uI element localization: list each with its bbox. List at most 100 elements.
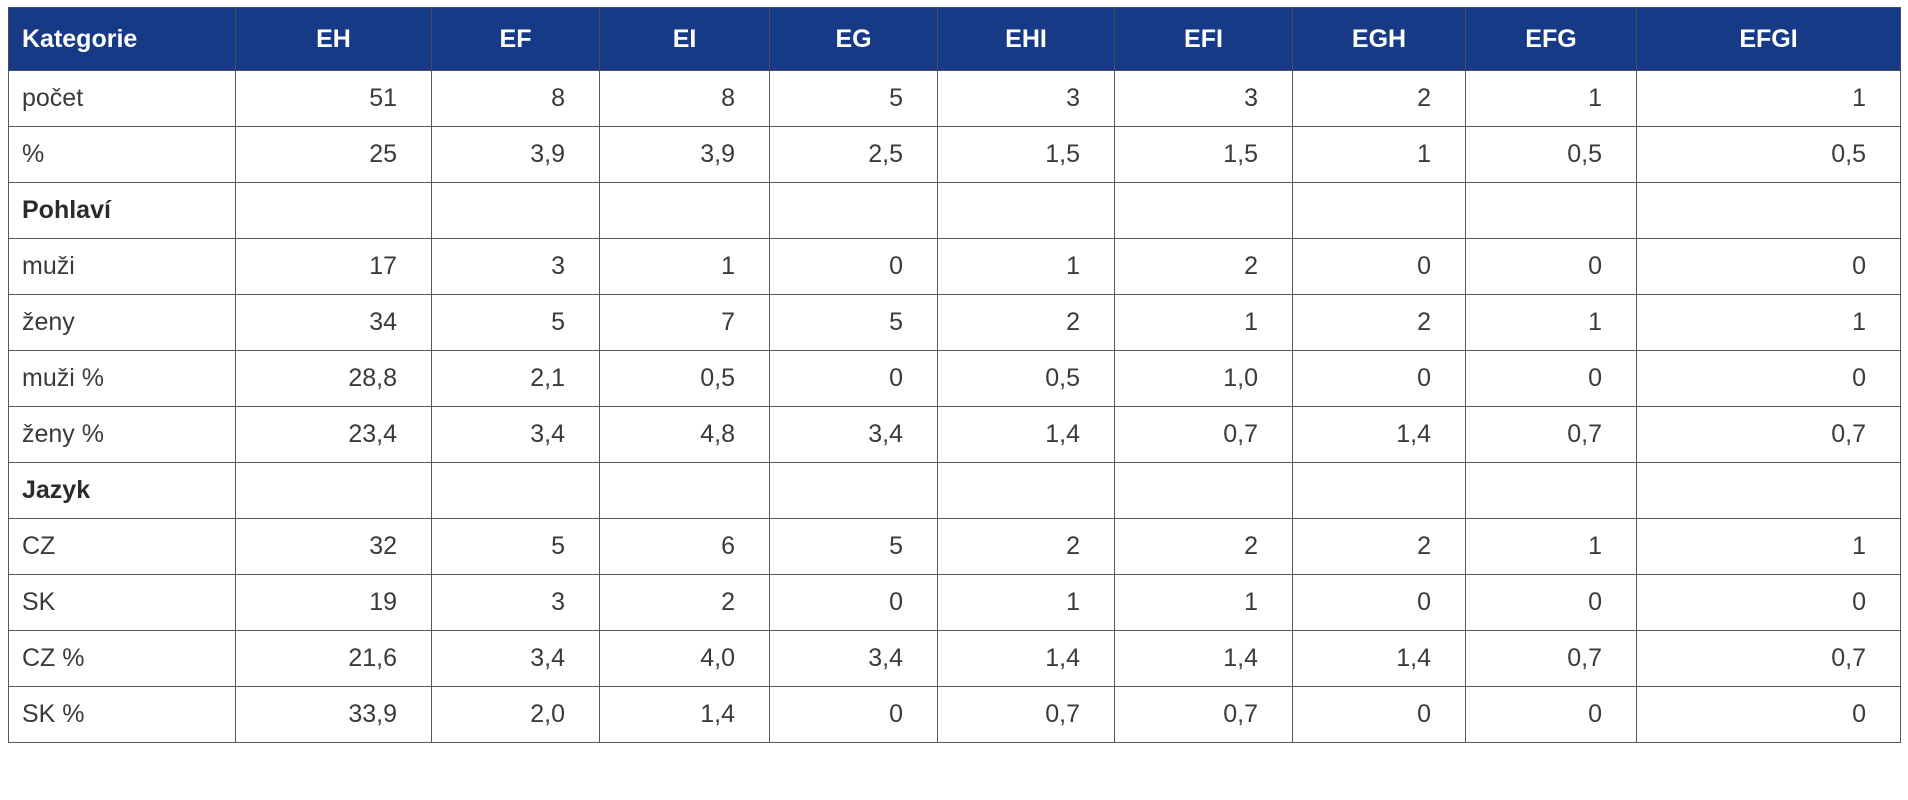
table-body: počet 51 8 8 5 3 3 2 1 1% 25 3,9 3,9 2,5 1,5 1,5 1 0,5 0,5… [8, 70, 1901, 743]
table-cell: 3,9 [599, 126, 770, 183]
table-cell: 4,0 [599, 630, 770, 687]
table-row: ženy 34 5 7 5 2 1 2 1 1 [8, 294, 1901, 351]
table-cell: 1,4 [1292, 406, 1466, 463]
table-row: ženy % 23,4 3,4 4,8 3,4 1,4 0,7 1,4 0,7 0,7 [8, 406, 1901, 463]
section-label: Pohlaví [8, 182, 236, 239]
table-cell: 0 [1292, 350, 1466, 407]
row-label: SK % [8, 686, 236, 743]
column-header-eh: EH [235, 7, 432, 71]
column-header-efg: EFG [1465, 7, 1637, 71]
table-cell: 23,4 [235, 406, 432, 463]
table-cell: 0,5 [937, 350, 1115, 407]
table-cell [1465, 182, 1637, 239]
table-cell: 0 [769, 238, 938, 295]
table-cell: 0 [1465, 238, 1637, 295]
table-cell: 0 [1465, 686, 1637, 743]
table-cell: 1,4 [937, 406, 1115, 463]
table-cell: 0 [1292, 686, 1466, 743]
table-cell: 1 [1292, 126, 1466, 183]
column-header-kategorie: Kategorie [8, 7, 236, 71]
section-header-row: Jazyk [8, 462, 1901, 519]
table-cell: 0,7 [1114, 686, 1293, 743]
table-cell [769, 462, 938, 519]
table-cell: 3,4 [769, 406, 938, 463]
table-cell: 0 [1636, 238, 1901, 295]
row-label: ženy [8, 294, 236, 351]
table-cell: 3 [431, 238, 600, 295]
table-cell [937, 462, 1115, 519]
table-cell [431, 182, 600, 239]
table-cell: 0 [769, 574, 938, 631]
table-cell: 0,5 [599, 350, 770, 407]
table-cell [1292, 462, 1466, 519]
table-cell: 0,7 [1465, 406, 1637, 463]
table-cell: 1 [1636, 294, 1901, 351]
table-cell: 34 [235, 294, 432, 351]
row-label: SK [8, 574, 236, 631]
table-cell [431, 462, 600, 519]
table-cell [769, 182, 938, 239]
table-cell [235, 462, 432, 519]
table-cell: 2 [1292, 70, 1466, 127]
table-cell: 0 [1636, 686, 1901, 743]
table-row: SK % 33,9 2,0 1,4 0 0,7 0,7 0 0 0 [8, 686, 1901, 743]
table-cell: 32 [235, 518, 432, 575]
table-cell: 2,0 [431, 686, 600, 743]
column-header-ehi: EHI [937, 7, 1115, 71]
table-cell: 0,7 [1636, 406, 1901, 463]
table-cell: 6 [599, 518, 770, 575]
table-cell: 1 [1465, 518, 1637, 575]
table-cell: 0 [1465, 350, 1637, 407]
table-cell: 0,5 [1465, 126, 1637, 183]
table-cell: 0,5 [1636, 126, 1901, 183]
table-row: CZ 32 5 6 5 2 2 2 1 1 [8, 518, 1901, 575]
table-cell: 33,9 [235, 686, 432, 743]
table-cell: 5 [431, 294, 600, 351]
table-cell: 8 [599, 70, 770, 127]
section-header-row: Pohlaví [8, 182, 1901, 239]
table-cell: 5 [769, 518, 938, 575]
table-cell: 0 [1636, 350, 1901, 407]
table-cell: 0,7 [1636, 630, 1901, 687]
table-cell: 1,4 [1292, 630, 1466, 687]
table-cell: 0 [1465, 574, 1637, 631]
table-cell: 1 [1636, 70, 1901, 127]
table-cell [1465, 462, 1637, 519]
table-cell: 51 [235, 70, 432, 127]
table-cell: 1,5 [1114, 126, 1293, 183]
table-cell: 2 [599, 574, 770, 631]
table-cell: 0,7 [1114, 406, 1293, 463]
table-cell: 1 [1114, 294, 1293, 351]
table-cell [599, 182, 770, 239]
table-row: muži % 28,8 2,1 0,5 0 0,5 1,0 0 0 0 [8, 350, 1901, 407]
table-cell [937, 182, 1115, 239]
table-cell: 2 [1292, 518, 1466, 575]
table-cell: 0,7 [937, 686, 1115, 743]
row-label: muži [8, 238, 236, 295]
row-label: muži % [8, 350, 236, 407]
row-label: počet [8, 70, 236, 127]
table-cell: 2,1 [431, 350, 600, 407]
table-row: SK 19 3 2 0 1 1 0 0 0 [8, 574, 1901, 631]
table-cell: 1 [1114, 574, 1293, 631]
table-cell: 1,0 [1114, 350, 1293, 407]
column-header-eg: EG [769, 7, 938, 71]
table-cell: 1 [1465, 70, 1637, 127]
section-label: Jazyk [8, 462, 236, 519]
table-cell: 3,9 [431, 126, 600, 183]
table-cell [1636, 182, 1901, 239]
table-cell [599, 462, 770, 519]
row-label: CZ % [8, 630, 236, 687]
table-cell: 0 [769, 686, 938, 743]
table-cell: 5 [769, 294, 938, 351]
table-cell: 3,4 [769, 630, 938, 687]
table-cell: 1 [599, 238, 770, 295]
column-header-ef: EF [431, 7, 600, 71]
table-cell: 3 [1114, 70, 1293, 127]
table-header-row: Kategorie EH EF EI EG EHI EFI EGH EFG EFGI [8, 7, 1901, 71]
table-container: Kategorie EH EF EI EG EHI EFI EGH EFG EFGI počet… [8, 7, 1901, 743]
table-cell: 0 [1292, 574, 1466, 631]
table-cell: 0 [1292, 238, 1466, 295]
table-cell: 5 [769, 70, 938, 127]
table-cell: 21,6 [235, 630, 432, 687]
